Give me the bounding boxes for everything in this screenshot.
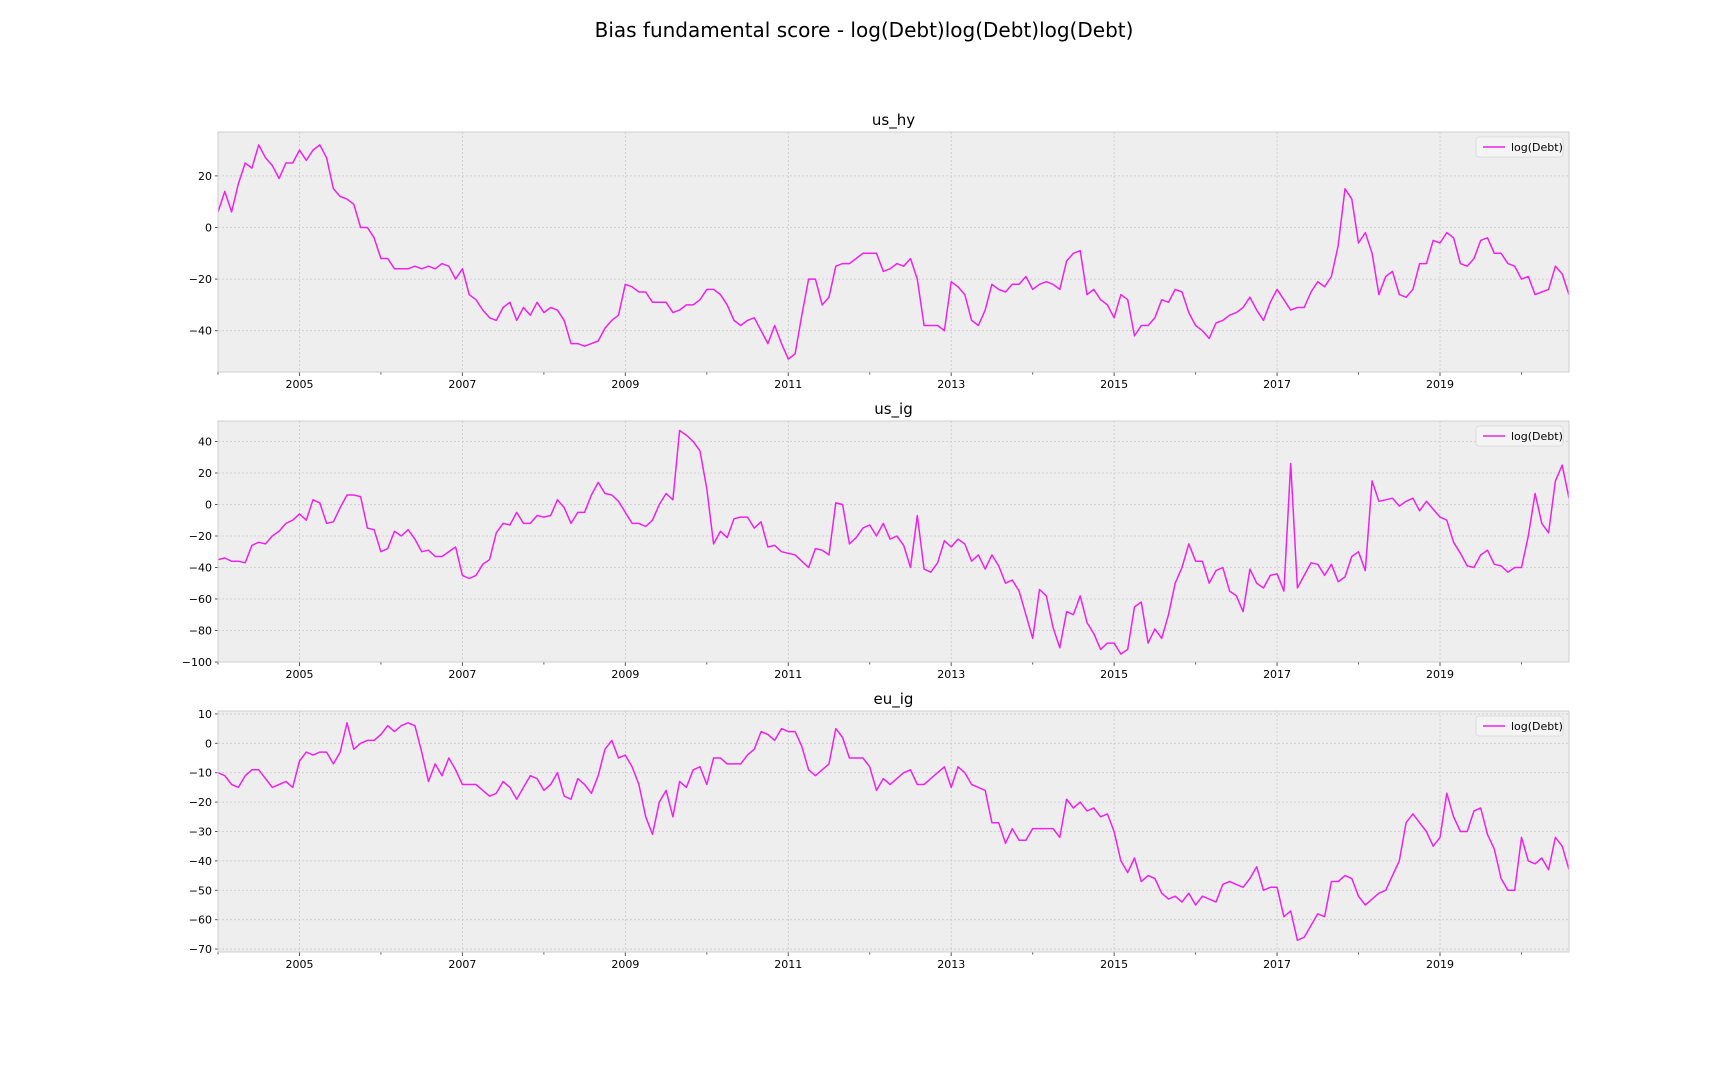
x-tick-label: 2017: [1263, 668, 1291, 681]
y-tick-label: 0: [205, 221, 212, 234]
legend: log(Debt): [1475, 425, 1564, 447]
y-tick-label: 0: [205, 498, 212, 511]
subplot-us_hy: us_hy 20 0 −20 −40 2005 2007 2009 2011 2013 2015 20…: [189, 111, 1570, 391]
y-tick-label: 20: [198, 467, 212, 480]
plot-area: [218, 132, 1569, 372]
x-tick-label: 2015: [1100, 668, 1128, 681]
x-tick-label: 2013: [937, 378, 965, 391]
subplot-title: eu_ig: [874, 690, 914, 709]
y-tick-label: −100: [182, 656, 212, 669]
x-tick-label: 2017: [1263, 378, 1291, 391]
x-tick-label: 2005: [285, 668, 313, 681]
plot-border: [217, 131, 1570, 373]
y-tick-label: 40: [198, 435, 212, 448]
legend-label: log(Debt): [1511, 430, 1563, 443]
y-tick-label: −10: [189, 767, 212, 780]
x-tick-label: 2009: [611, 958, 639, 971]
y-tick-label: −70: [189, 943, 212, 956]
subplot-title: us_ig: [874, 400, 913, 419]
y-tick-label: −60: [189, 593, 212, 606]
x-tick-label: 2007: [448, 378, 476, 391]
x-tick-label: 2019: [1426, 378, 1454, 391]
subplot-us_ig: us_ig 40 20 0 −20 −40 −60 −80 −100 2005 2007 2009 20…: [182, 400, 1570, 681]
x-tick-label: 2007: [448, 958, 476, 971]
y-tick-label: 20: [198, 170, 212, 183]
figure-title: Bias fundamental score - log(Debt)log(De…: [595, 18, 1134, 42]
x-tick-label: 2015: [1100, 378, 1128, 391]
x-tick-label: 2005: [285, 378, 313, 391]
y-tick-label: −50: [189, 884, 212, 897]
x-tick-label: 2011: [774, 958, 802, 971]
y-tick-label: −30: [189, 826, 212, 839]
y-tick-label: −20: [189, 796, 212, 809]
y-tick-label: −20: [189, 273, 212, 286]
legend-label: log(Debt): [1511, 141, 1563, 154]
legend-box: [1475, 425, 1564, 447]
legend: log(Debt): [1475, 136, 1564, 158]
y-tick-label: −40: [189, 855, 212, 868]
series-line-0: [218, 429, 1569, 655]
x-tick-label: 2009: [611, 378, 639, 391]
legend-label: log(Debt): [1511, 720, 1563, 733]
x-tick-label: 2009: [611, 668, 639, 681]
plot-area: [218, 421, 1569, 662]
legend: log(Debt): [1475, 715, 1564, 737]
x-tick-label: 2007: [448, 668, 476, 681]
subplot-eu_ig: eu_ig 10 0 −10 −20 −30 −40 −50 −60 −70 2005 2007 200…: [189, 690, 1570, 971]
legend-box: [1475, 715, 1564, 737]
plot-border: [217, 420, 1570, 663]
x-tick-label: 2019: [1426, 668, 1454, 681]
x-tick-label: 2013: [937, 668, 965, 681]
y-tick-label: −40: [189, 561, 212, 574]
y-tick-label: −80: [189, 624, 212, 637]
x-tick-label: 2017: [1263, 958, 1291, 971]
series-line-0: [218, 144, 1569, 360]
x-tick-label: 2019: [1426, 958, 1454, 971]
x-tick-label: 2011: [774, 668, 802, 681]
series-line-0: [218, 722, 1569, 941]
x-tick-label: 2011: [774, 378, 802, 391]
x-tick-label: 2015: [1100, 958, 1128, 971]
subplot-title: us_hy: [872, 111, 915, 130]
y-tick-label: 10: [198, 708, 212, 721]
y-tick-label: −60: [189, 914, 212, 927]
y-tick-label: −20: [189, 530, 212, 543]
x-tick-label: 2013: [937, 958, 965, 971]
plot-border: [217, 710, 1570, 953]
y-tick-label: 0: [205, 737, 212, 750]
legend-box: [1475, 136, 1564, 158]
x-tick-label: 2005: [285, 958, 313, 971]
y-tick-label: −40: [189, 325, 212, 338]
